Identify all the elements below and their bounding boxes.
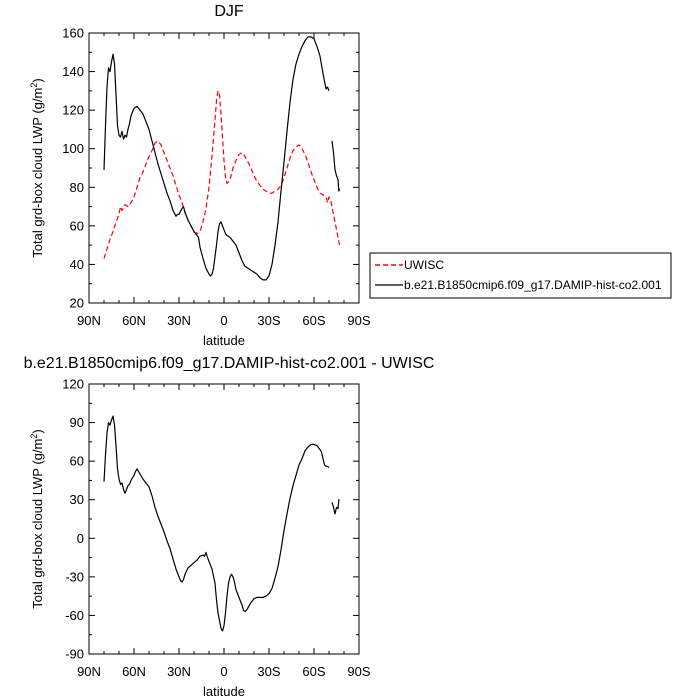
x-tick-label: 60S [302, 313, 325, 328]
x-tick-label: 60S [302, 664, 325, 679]
x-tick-label: 30S [257, 664, 280, 679]
y-tick-label: 90 [70, 415, 84, 430]
x-tick-label: 30N [167, 664, 191, 679]
x-tick-label: 30N [167, 313, 191, 328]
legend-label-model: b.e21.B1850cmip6.f09_g17.DAMIP-hist-co2.… [404, 278, 662, 292]
y-tick-label: 100 [62, 141, 84, 156]
panel-2-title: b.e21.B1850cmip6.f09_g17.DAMIP-hist-co2.… [24, 355, 435, 372]
panel-djf: DJF 20 40 60 80 100 120 140 160 90N 60N 30N 0 30S 60… [29, 3, 672, 348]
panel-2-x-ticks: 90N 60N 30N 0 30S 60S 90S [77, 384, 371, 679]
series-line-1-segment-1 [103, 90, 341, 259]
y-tick-label: 140 [62, 64, 84, 79]
y-tick-label: 120 [62, 377, 84, 392]
x-tick-label: 0 [220, 313, 227, 328]
series-line-2-segment-2 [331, 140, 341, 192]
legend-label-uwisc: UWISC [404, 258, 444, 272]
legend: UWISC b.e21.B1850cmip6.f09_g17.DAMIP-his… [369, 252, 672, 299]
panel-2-frame [88, 383, 360, 655]
panel-2-y-ticks: -90 -60 -30 0 30 60 90 120 [62, 377, 359, 662]
y-tick-label: 80 [70, 180, 84, 195]
panel-difference: b.e21.B1850cmip6.f09_g17.DAMIP-hist-co2.… [24, 355, 435, 699]
panel-1-frame [88, 32, 360, 304]
panel-1-title: DJF [214, 3, 244, 20]
y-tick-label: -30 [65, 569, 84, 584]
y-tick-label: 120 [62, 103, 84, 118]
panel-1-x-ticks: 90N 60N 30N 0 30S 60S 90S [77, 33, 371, 328]
panel-1-y-label: Total grd-box cloud LWP (g/m2) [29, 78, 45, 257]
series-line-1-segment-2 [331, 499, 340, 515]
series-line-2-segment-1 [103, 36, 330, 281]
x-tick-label: 90N [77, 664, 101, 679]
x-tick-label: 60N [122, 313, 146, 328]
x-tick-label: 90N [77, 313, 101, 328]
y-tick-label: 20 [70, 296, 84, 311]
panel-1-y-ticks: 20 40 60 80 100 120 140 160 [62, 26, 359, 311]
x-tick-label: 90S [347, 664, 370, 679]
y-tick-label: -60 [65, 608, 84, 623]
panel-2-y-label: Total grd-box cloud LWP (g/m2) [29, 429, 45, 608]
y-tick-label: 30 [70, 492, 84, 507]
panel-2-series [103, 415, 340, 632]
panel-1-series [103, 36, 341, 281]
y-tick-label: 60 [70, 454, 84, 469]
panel-1-x-label: latitude [203, 333, 245, 348]
x-tick-label: 30S [257, 313, 280, 328]
y-tick-label: 0 [77, 531, 84, 546]
x-tick-label: 90S [347, 313, 370, 328]
y-tick-label: 40 [70, 257, 84, 272]
y-tick-label: 160 [62, 26, 84, 41]
series-line-1-segment-1 [103, 415, 330, 632]
y-tick-label: -90 [65, 647, 84, 662]
y-tick-label: 60 [70, 218, 84, 233]
x-tick-label: 0 [220, 664, 227, 679]
legend-box [369, 252, 672, 299]
x-tick-label: 60N [122, 664, 146, 679]
panel-2-x-label: latitude [203, 684, 245, 699]
